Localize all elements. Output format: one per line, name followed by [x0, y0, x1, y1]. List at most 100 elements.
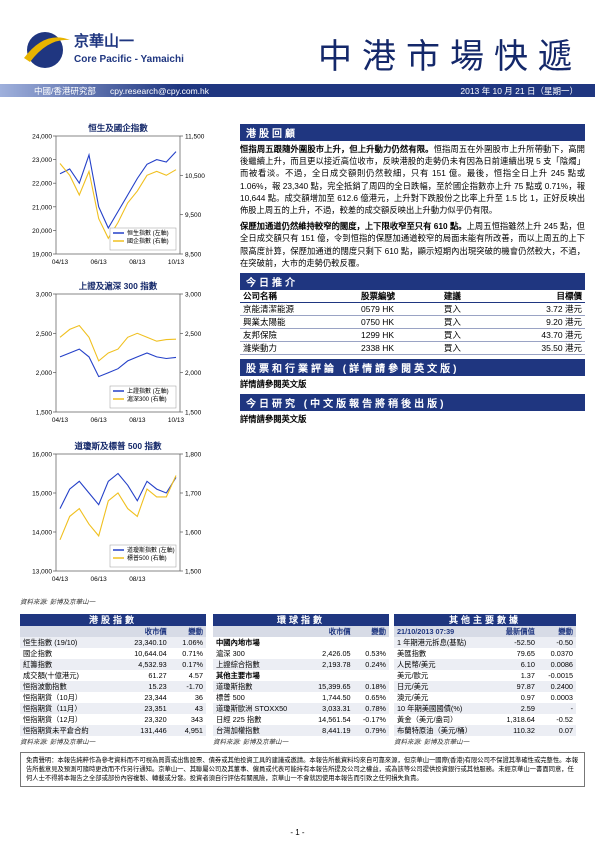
series-line	[59, 163, 177, 240]
legend-label: 上證指數 (左軸)	[127, 387, 169, 395]
cell: 0.24%	[353, 659, 389, 670]
y-tick-label: 22,000	[32, 181, 52, 188]
x-tick-label: 06/13	[91, 259, 108, 266]
y-tick-label: 16,000	[32, 452, 52, 459]
cell: 10,644.04	[134, 649, 167, 658]
table-row: 恒指波動指數 15.23 -1.70	[20, 681, 206, 692]
cell: 97.87	[494, 681, 538, 692]
series-line	[59, 324, 177, 362]
cell: 恒指期貨（11月）	[20, 703, 118, 714]
cell: 15.23	[117, 681, 170, 692]
picks-row: 京能清潔能源 0579 HK 買入 3.72 港元	[240, 302, 585, 317]
cell: 4,951	[169, 725, 206, 736]
cell: 買入	[440, 302, 489, 317]
table-row: 恒指期貨未平倉合約 131,446 4,951	[20, 725, 206, 736]
table-header: 收市價 變動	[213, 626, 389, 637]
x-tick-label: 04/13	[52, 259, 69, 266]
table-header: 收市價 變動	[20, 626, 206, 637]
picks-row: 濰柴動力 2338 HK 買入 35.50 港元	[240, 341, 585, 356]
y2-tick-label: 9,500	[185, 212, 202, 219]
header-spacer	[20, 626, 118, 637]
x-tick-label: 08/13	[129, 259, 146, 266]
cell: -0.52	[556, 715, 573, 724]
cell: 台灣加權指數	[213, 725, 307, 736]
chart-title: 道瓊斯及標普 500 指數	[75, 441, 162, 451]
chart: 道瓊斯及標普 500 指數 13,000 14,000 15,000 16,000 1,5…	[32, 441, 202, 583]
table-row: 日經 225 指數 14,561.54 -0.17%	[213, 714, 389, 725]
series-line	[59, 151, 177, 230]
cell: 3.72 港元	[488, 302, 585, 317]
table-row: 黃金（美元/盎司） 1,318.64 -0.52	[394, 714, 576, 725]
table-row: 布蘭特原油（美元/桶） 110.32 0.07	[394, 725, 576, 736]
cell: 0.17%	[169, 659, 206, 670]
table-row: 紅籌指數 4,532.93 0.17%	[20, 659, 206, 670]
disclaimer: 免責聲明：本報告純粹作為參考資料而不可視為買賣或出售股票、債券或其他投資工具的建…	[20, 752, 585, 787]
dept: 中國/香港研究部	[34, 86, 96, 96]
cell: 2,193.78	[306, 659, 354, 670]
section-label: 其他主要市場	[216, 670, 260, 680]
cell: 日元/美元	[394, 681, 495, 692]
paragraph: 恒指周五跟隨外圍股市上升，但上升動力仍然有限。恒指周五在外圍股市上升所帶動下，高…	[240, 143, 585, 216]
cell: 35.50 港元	[488, 341, 585, 356]
section-heading: 今日研究 (中文版報告將稍後出版)	[240, 394, 585, 412]
cell: 14,561.54	[318, 715, 351, 724]
y-tick-label: 21,000	[32, 204, 52, 211]
cell: 4.57	[188, 671, 203, 680]
cell: 15,399.65	[306, 681, 354, 692]
plot-frame	[55, 453, 181, 572]
cell: 0.79%	[353, 725, 389, 736]
cell: 0.07	[537, 725, 576, 736]
cell: 1299 HK	[358, 328, 441, 343]
cell: 0.78%	[353, 703, 389, 714]
cell: 23,340.10	[117, 637, 170, 648]
source: 資料來源: 彭博及京華山一	[20, 599, 96, 606]
table: 21/10/2013 07:39 最新價值 變動 1 年期港元拆息(基點) -52.50…	[394, 626, 576, 736]
table-row: 恒指期貨（10月） 23,344 36	[20, 692, 206, 703]
table-row: 成交額(十億港元) 61.27 4.57	[20, 670, 206, 681]
x-tick-label: 08/13	[129, 576, 146, 583]
picks-row: 友邦保險 1299 HK 買入 43.70 港元	[240, 328, 585, 343]
table-header: 21/10/2013 07:39 最新價值 變動	[394, 626, 576, 637]
cell: 61.27	[148, 671, 167, 680]
table-row: 滬深 300 2,426.05 0.53%	[213, 648, 389, 659]
chart-title: 上證及滬深 300 指數	[79, 281, 158, 291]
paragraph-lead: 恒指周五跟隨外圍股市上升，但上升動力仍然有限。	[240, 144, 434, 154]
cell: 23,351	[117, 703, 170, 714]
date: 2013 年 10 月 21 日（星期一）	[460, 86, 578, 96]
header: 京華山一 Core Pacific - Yamaichi 中港市場快遞 中國/香…	[0, 32, 595, 97]
section-row: 中國內地市場	[213, 637, 389, 648]
table-row: 澳元/美元 0.97 0.0003	[394, 692, 576, 703]
cell: 紅籌指數	[20, 659, 118, 670]
y2-tick-label: 2,500	[185, 331, 202, 338]
cell: 0.97	[520, 693, 535, 702]
cell: 9.20 港元	[488, 315, 585, 330]
x-tick-label: 04/13	[52, 417, 69, 424]
cell: 興業太陽能	[240, 315, 358, 330]
section-text: 詳情請參閱英文版	[240, 379, 307, 390]
column-header: 變動	[169, 626, 206, 637]
legend-box	[109, 544, 177, 568]
cell: 43.70 港元	[488, 328, 585, 343]
cell: 恒指期貨（10月）	[23, 692, 83, 702]
legend-box	[109, 385, 177, 409]
y2-tick-label: 3,000	[185, 292, 202, 299]
cell: 8,441.19	[306, 725, 354, 736]
cell: 成交額(十億港元)	[23, 670, 79, 680]
cell: 0579 HK	[358, 302, 441, 317]
cell: -0.0015	[548, 671, 573, 680]
y-tick-label: 1,500	[36, 410, 53, 417]
data-table: 環球指數 收市價 變動 中國內地市場 滬深 300 2,426.05 0.53% 上證綜合指數…	[213, 614, 389, 746]
cell: 79.65	[516, 649, 535, 658]
y2-tick-label: 2,000	[185, 370, 202, 377]
data-table: 港股指數 收市價 變動 恒生指數 (19/10) 23,340.10 1.06% 國企指數 1…	[20, 614, 206, 746]
legend-label: 恒生指數 (左軸)	[127, 229, 169, 237]
series-line	[59, 348, 177, 378]
table-row: 日元/美元 97.87 0.2400	[394, 681, 576, 692]
cell: -0.50	[537, 637, 576, 648]
legend-box	[109, 227, 177, 251]
cell: 0.71%	[182, 649, 203, 658]
section-heading: 股票和行業評論 (詳情請參閱英文版)	[240, 359, 585, 377]
y-tick-label: 13,000	[32, 569, 52, 576]
cell: 343	[190, 715, 203, 724]
chart-title: 恒生及國企指數	[88, 123, 148, 133]
